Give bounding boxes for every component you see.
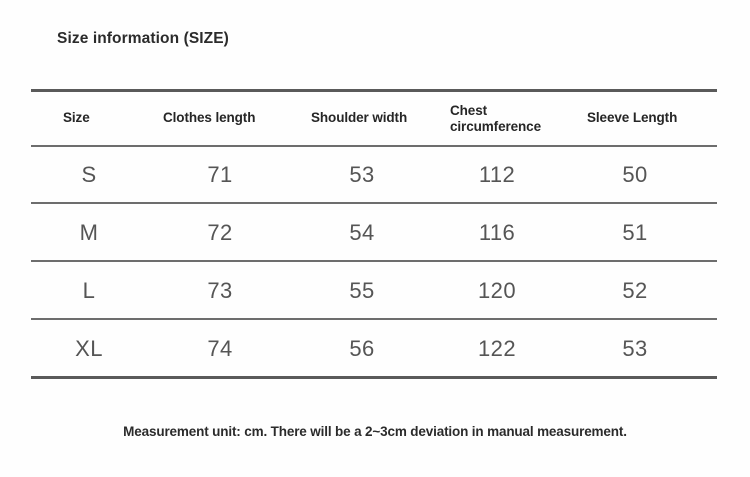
cell-size-xl: XL	[75, 336, 103, 361]
cell-size-m: M	[79, 220, 99, 245]
column-header-sleeve-length: Sleeve Length	[587, 110, 678, 125]
cell-chest-circumference-m: 116	[478, 220, 516, 245]
cell-shoulder-width-xl: 56	[349, 336, 375, 361]
cell-sleeve-length-m: 51	[622, 220, 648, 245]
cell-size-s: S	[81, 162, 97, 187]
cell-size-l: L	[82, 278, 96, 303]
header-separator-rule	[31, 145, 717, 147]
cell-shoulder-width-s: 53	[349, 162, 375, 187]
row-separator-rule-1	[31, 202, 717, 204]
column-header-shoulder-width: Shoulder width	[311, 110, 408, 125]
table-bottom-rule	[31, 376, 717, 379]
column-header-chest-circumference: Chest circumference	[450, 103, 541, 134]
cell-sleeve-length-xl: 53	[622, 336, 648, 361]
page-title: Size information (SIZE)	[57, 30, 229, 47]
cell-clothes-length-s: 71	[207, 162, 233, 187]
cell-clothes-length-xl: 74	[207, 336, 233, 361]
cell-clothes-length-m: 72	[207, 220, 233, 245]
cell-chest-circumference-l: 120	[478, 278, 516, 303]
column-header-clothes-length: Clothes length	[163, 110, 256, 125]
cell-chest-circumference-xl: 122	[478, 336, 516, 361]
row-separator-rule-3	[31, 318, 717, 320]
cell-chest-circumference-s: 112	[478, 162, 516, 187]
cell-sleeve-length-s: 50	[622, 162, 648, 187]
cell-shoulder-width-m: 54	[349, 220, 375, 245]
column-header-size: Size	[63, 110, 90, 125]
cell-sleeve-length-l: 52	[622, 278, 648, 303]
cell-shoulder-width-l: 55	[349, 278, 375, 303]
table-top-rule	[31, 89, 717, 92]
cell-clothes-length-l: 73	[207, 278, 233, 303]
row-separator-rule-2	[31, 260, 717, 262]
measurement-note: Measurement unit: cm. There will be a 2~…	[123, 424, 627, 439]
